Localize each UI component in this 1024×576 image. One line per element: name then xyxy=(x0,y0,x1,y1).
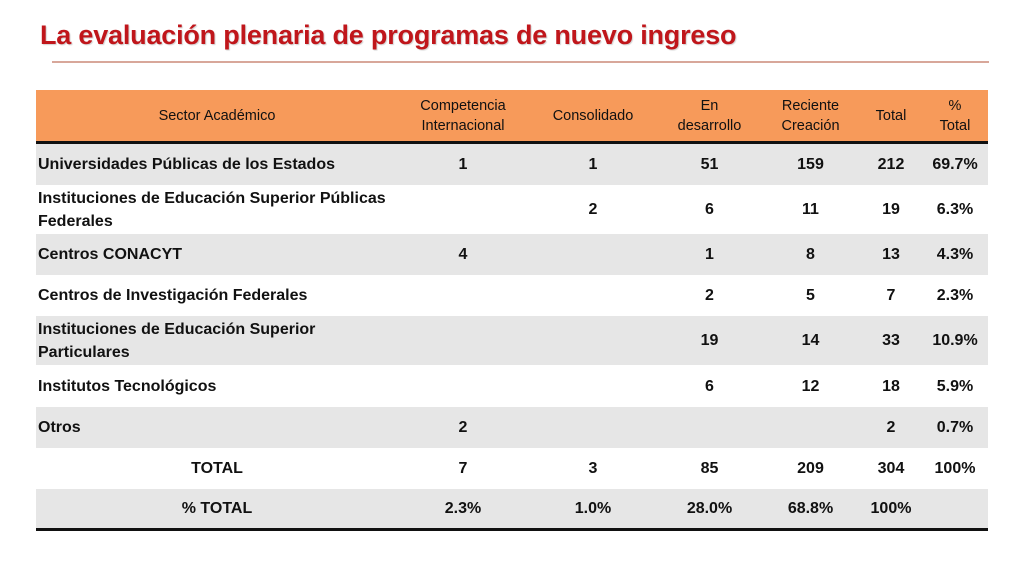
cell-reciente: 5 xyxy=(806,287,815,304)
header-reciente-creacion: Reciente Creación xyxy=(761,90,860,144)
cell-sector: Institutos Tecnológicos xyxy=(38,377,217,395)
table-total-row: TOTAL 7 3 85 209 304 100% xyxy=(36,448,988,489)
cell-consolidado: 1 xyxy=(588,156,598,173)
cell-total: 7 xyxy=(886,287,896,304)
cell-consolidado: 1.0% xyxy=(528,489,658,531)
table-row: Instituciones de Educación Superior Part… xyxy=(36,316,988,365)
cell-sector: Otros xyxy=(38,419,81,436)
cell-desarrollo: 6 xyxy=(705,377,714,395)
table-pct-total-row: % TOTAL 2.3% 1.0% 28.0% 68.8% 100% xyxy=(36,489,988,531)
header-total: Total xyxy=(860,90,922,144)
cell-sector: Universidades Públicas de los Estados xyxy=(38,156,335,173)
cell-pct: 4.3% xyxy=(936,246,974,263)
cell-consolidado: 3 xyxy=(588,460,598,477)
cell-reciente: 12 xyxy=(801,377,820,395)
cell-sector: Centros CONACYT xyxy=(38,246,183,263)
cell-consolidado: 2 xyxy=(588,201,598,218)
cell-pct: 100% xyxy=(934,460,976,477)
cell-consolidado xyxy=(528,407,658,448)
table-row: Universidades Públicas de los Estados 1 … xyxy=(36,142,988,185)
cell-sector: Centros de Investigación Federales xyxy=(38,287,308,304)
cell-reciente xyxy=(761,407,860,448)
cell-pct: 69.7% xyxy=(932,156,978,173)
table-row: Centros CONACYT 4 1 8 13 4.3% xyxy=(36,234,988,275)
slide-title: La evaluación plenaria de programas de n… xyxy=(40,20,737,50)
cell-desarrollo xyxy=(658,407,761,448)
cell-pct: 0.7% xyxy=(936,419,974,436)
header-sector: Sector Académico xyxy=(36,90,398,144)
cell-sector: % TOTAL xyxy=(36,489,398,531)
cell-total: 2 xyxy=(886,419,896,436)
cell-competencia: 2 xyxy=(458,419,468,436)
cell-pct: 10.9% xyxy=(932,332,978,349)
cell-competencia: 7 xyxy=(458,460,468,477)
cell-competencia: 2.3% xyxy=(398,489,528,531)
cell-consolidado xyxy=(528,234,658,275)
cell-consolidado xyxy=(528,365,658,407)
cell-reciente: 68.8% xyxy=(761,489,860,531)
cell-total: 33 xyxy=(882,332,900,349)
cell-reciente: 209 xyxy=(797,460,824,477)
cell-desarrollo: 28.0% xyxy=(658,489,761,531)
cell-competencia xyxy=(398,275,528,316)
programs-table: Sector Académico Competencia Internaciona… xyxy=(36,90,988,531)
cell-competencia xyxy=(398,185,528,234)
header-consolidado: Consolidado xyxy=(528,90,658,144)
cell-pct: 6.3% xyxy=(936,201,974,218)
cell-pct: 2.3% xyxy=(936,287,974,304)
cell-reciente: 8 xyxy=(806,246,815,263)
table-row: Centros de Investigación Federales 2 5 7… xyxy=(36,275,988,316)
cell-reciente: 11 xyxy=(802,201,819,218)
cell-total: 18 xyxy=(882,377,900,395)
cell-competencia xyxy=(398,365,528,407)
cell-desarrollo: 51 xyxy=(700,156,719,173)
cell-pct xyxy=(922,489,988,531)
cell-sector: TOTAL xyxy=(191,460,243,477)
cell-total: 13 xyxy=(882,246,900,263)
header-en-desarrollo: En desarrollo xyxy=(658,90,761,144)
cell-total: 304 xyxy=(877,460,905,477)
cell-desarrollo: 85 xyxy=(700,460,719,477)
cell-competencia xyxy=(398,316,528,365)
cell-desarrollo: 19 xyxy=(700,332,719,349)
table-row: Institutos Tecnológicos 6 12 18 5.9% xyxy=(36,365,988,407)
header-pct-total: % Total xyxy=(922,90,988,144)
header-competencia: Competencia Internacional xyxy=(398,90,528,144)
cell-sector: Instituciones de Educación Superior Públ… xyxy=(38,189,386,230)
table-row: Instituciones de Educación Superior Públ… xyxy=(36,185,988,234)
cell-total: 100% xyxy=(860,489,922,531)
cell-desarrollo: 1 xyxy=(705,246,714,263)
cell-sector: Instituciones de Educación Superior Part… xyxy=(38,320,316,361)
cell-reciente: 159 xyxy=(797,156,824,173)
title-divider xyxy=(52,61,989,63)
cell-pct: 5.9% xyxy=(936,377,974,395)
cell-competencia: 1 xyxy=(458,156,468,173)
cell-competencia: 4 xyxy=(458,246,468,263)
table-header-row: Sector Académico Competencia Internaciona… xyxy=(36,90,988,144)
cell-total: 19 xyxy=(882,201,900,218)
cell-desarrollo: 2 xyxy=(705,287,714,304)
cell-consolidado xyxy=(528,316,658,365)
cell-desarrollo: 6 xyxy=(705,201,714,218)
cell-total: 212 xyxy=(877,156,905,173)
cell-reciente: 14 xyxy=(801,332,820,349)
cell-consolidado xyxy=(528,275,658,316)
table-row: Otros 2 2 0.7% xyxy=(36,407,988,448)
